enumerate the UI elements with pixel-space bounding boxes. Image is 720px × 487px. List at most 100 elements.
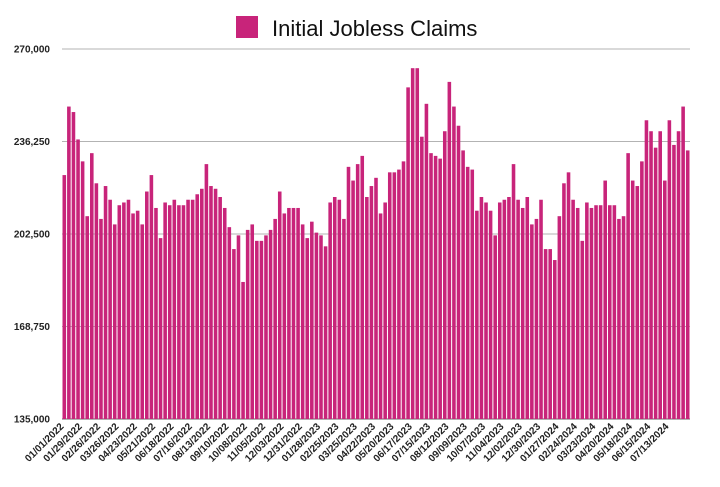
bar xyxy=(681,106,685,420)
bar xyxy=(337,199,342,419)
bar xyxy=(607,205,612,419)
bar xyxy=(649,131,653,419)
bar xyxy=(406,87,410,420)
bar xyxy=(410,68,415,420)
bar xyxy=(163,202,167,419)
y-tick-label: 168,750 xyxy=(14,322,51,333)
bar xyxy=(685,150,690,419)
bar xyxy=(484,202,488,419)
bar xyxy=(154,207,158,419)
bar xyxy=(122,202,126,419)
bar xyxy=(548,249,552,419)
bar xyxy=(497,202,502,419)
bar xyxy=(562,183,566,419)
bar xyxy=(117,205,122,419)
bar xyxy=(516,199,520,419)
bar xyxy=(502,199,507,419)
bar xyxy=(640,161,644,420)
legend: Initial Jobless Claims xyxy=(236,16,477,41)
y-tick-label: 270,000 xyxy=(14,45,51,56)
bar xyxy=(250,224,255,419)
y-tick-label: 236,250 xyxy=(14,137,51,148)
bar xyxy=(383,202,387,419)
bar xyxy=(310,221,314,419)
bar xyxy=(507,197,511,419)
bar xyxy=(644,120,649,419)
bar xyxy=(424,103,429,419)
y-tick-label: 135,000 xyxy=(14,415,51,426)
bar xyxy=(99,218,103,419)
bar xyxy=(635,186,640,419)
bar xyxy=(543,249,548,419)
bar xyxy=(355,164,360,419)
bar xyxy=(392,172,397,419)
bar xyxy=(571,199,575,419)
bar xyxy=(575,207,580,419)
bar xyxy=(112,224,117,419)
bar xyxy=(232,249,236,419)
bar xyxy=(461,150,465,419)
bar xyxy=(667,120,672,419)
bar xyxy=(323,246,328,419)
bar xyxy=(676,131,681,419)
bar xyxy=(277,191,282,419)
bar xyxy=(598,205,603,419)
bar xyxy=(663,180,667,419)
bar xyxy=(442,131,447,419)
bar xyxy=(612,205,617,419)
bar xyxy=(80,161,85,420)
bar xyxy=(158,238,163,419)
bar xyxy=(135,210,140,419)
bar xyxy=(493,235,497,419)
bar xyxy=(429,153,433,420)
bar xyxy=(245,229,250,419)
bar xyxy=(67,106,71,420)
bar xyxy=(585,202,589,419)
bar xyxy=(108,199,112,419)
bar xyxy=(76,139,80,419)
bar xyxy=(365,197,369,419)
bar xyxy=(378,213,383,419)
bar xyxy=(296,207,300,419)
bar xyxy=(213,188,218,419)
bar xyxy=(401,161,406,420)
bar xyxy=(287,207,291,419)
bar xyxy=(617,218,621,419)
bar xyxy=(630,180,635,419)
bar xyxy=(603,180,607,419)
bar xyxy=(351,180,355,419)
bar xyxy=(342,218,346,419)
bar xyxy=(452,106,456,420)
bar xyxy=(177,205,181,419)
bar xyxy=(387,172,392,419)
legend-swatch xyxy=(236,16,258,38)
bar xyxy=(475,210,479,419)
bar xyxy=(149,175,154,419)
bar xyxy=(488,210,493,419)
bar xyxy=(227,227,232,419)
bar xyxy=(621,216,626,419)
bar xyxy=(589,207,594,419)
bar xyxy=(360,155,365,419)
bar xyxy=(397,169,401,419)
bar xyxy=(305,238,310,419)
bar xyxy=(181,205,186,419)
bar xyxy=(653,147,658,419)
bar xyxy=(200,188,204,419)
bar xyxy=(479,197,484,419)
bar xyxy=(145,191,149,419)
bar xyxy=(167,205,172,419)
bar xyxy=(195,194,200,419)
bar xyxy=(594,205,598,419)
bar xyxy=(90,153,94,420)
bar xyxy=(525,197,530,419)
bar xyxy=(71,112,76,419)
bar xyxy=(222,207,227,419)
bar xyxy=(511,164,516,419)
bar xyxy=(190,199,195,419)
bar xyxy=(204,164,209,419)
bar xyxy=(552,260,557,419)
bar xyxy=(438,158,442,419)
